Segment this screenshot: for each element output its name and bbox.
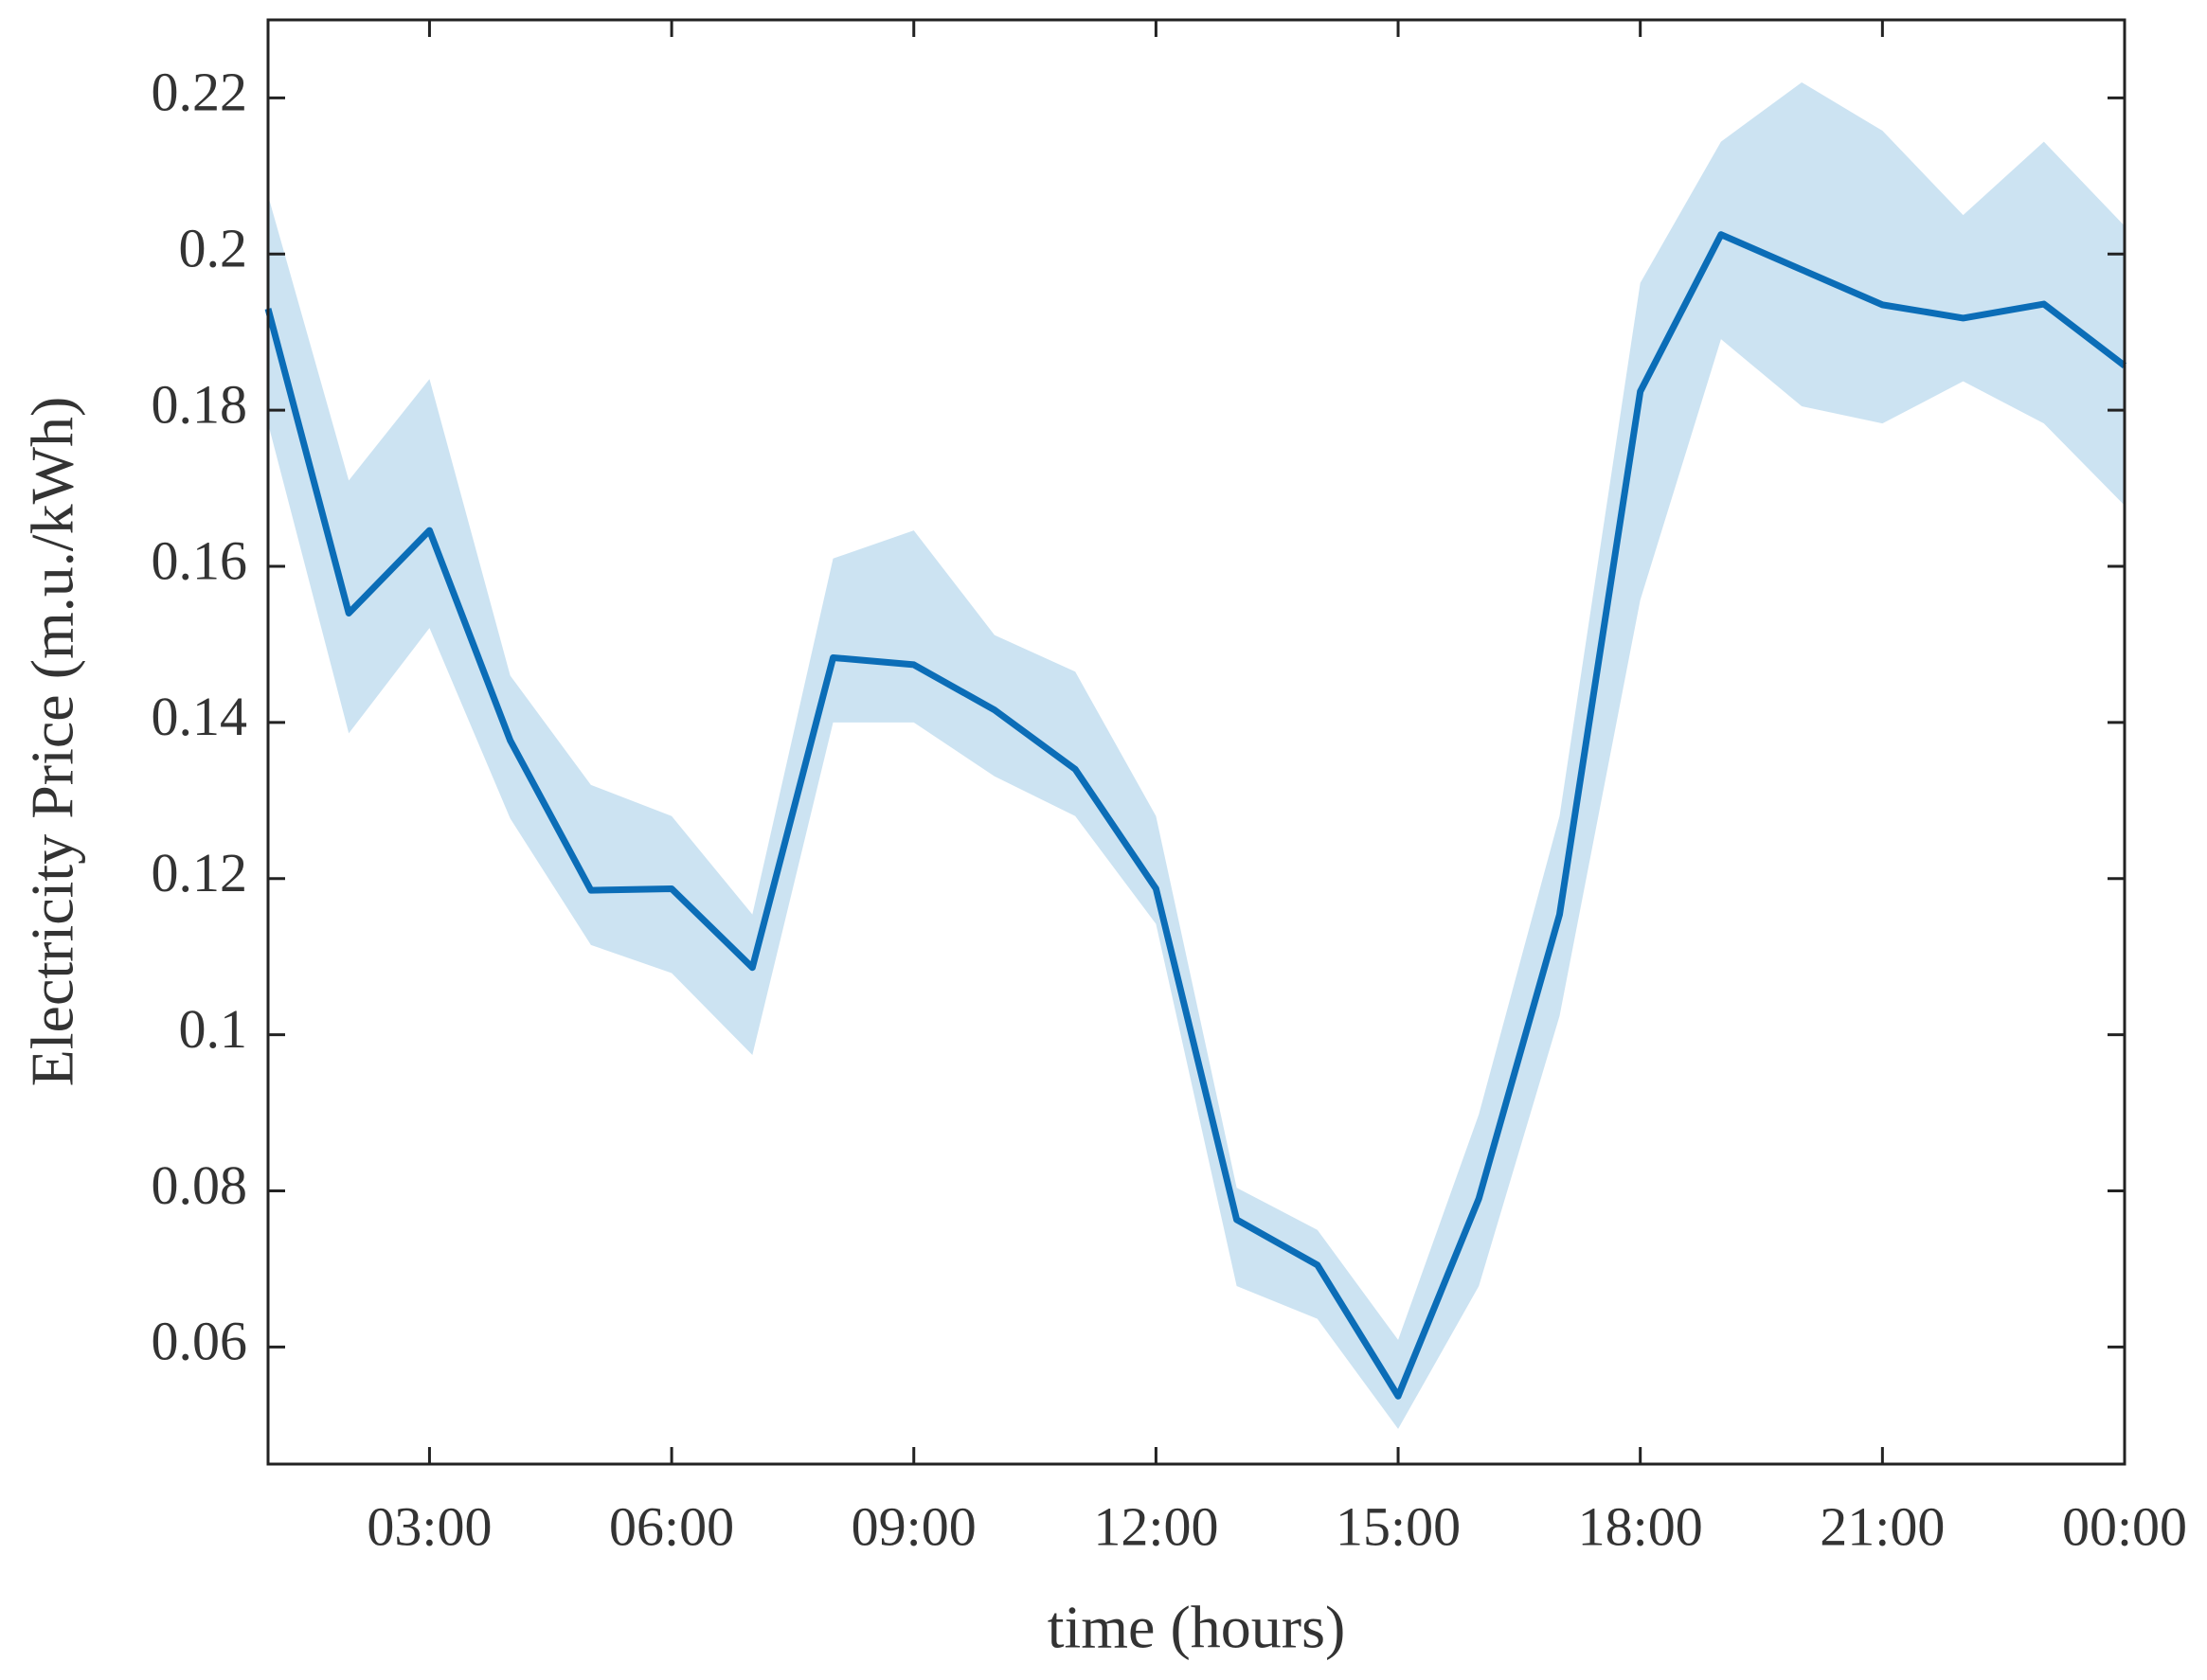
y-tick-label: 0.06 — [152, 1311, 248, 1372]
x-tick-label: 09:00 — [852, 1495, 977, 1557]
y-tick-label: 0.16 — [152, 529, 248, 591]
x-axis-title: time (hours) — [1048, 1594, 1346, 1661]
y-tick-label: 0.1 — [179, 998, 248, 1060]
confidence-band — [268, 81, 2125, 1429]
y-axis-title: Electricity Price (m.u./kWh) — [19, 397, 86, 1087]
x-tick-label: 03:00 — [367, 1495, 492, 1557]
price-line — [264, 231, 2127, 1400]
y-tick-label: 0.08 — [152, 1154, 248, 1216]
x-tick-label: 18:00 — [1578, 1495, 1703, 1557]
y-tick-label: 0.14 — [152, 686, 248, 747]
x-tick-label: 06:00 — [609, 1495, 734, 1557]
y-tick-label: 0.2 — [179, 218, 248, 279]
y-tick-label: 0.18 — [152, 373, 248, 435]
y-tick-label: 0.12 — [152, 842, 248, 903]
x-tick-label: 12:00 — [1093, 1495, 1218, 1557]
y-tick-label: 0.22 — [152, 62, 248, 123]
plot-frame — [266, 18, 2126, 1466]
x-tick-label: 21:00 — [1820, 1495, 1945, 1557]
x-tick-label: 00:00 — [2062, 1495, 2187, 1557]
x-tick-label: 15:00 — [1336, 1495, 1461, 1557]
